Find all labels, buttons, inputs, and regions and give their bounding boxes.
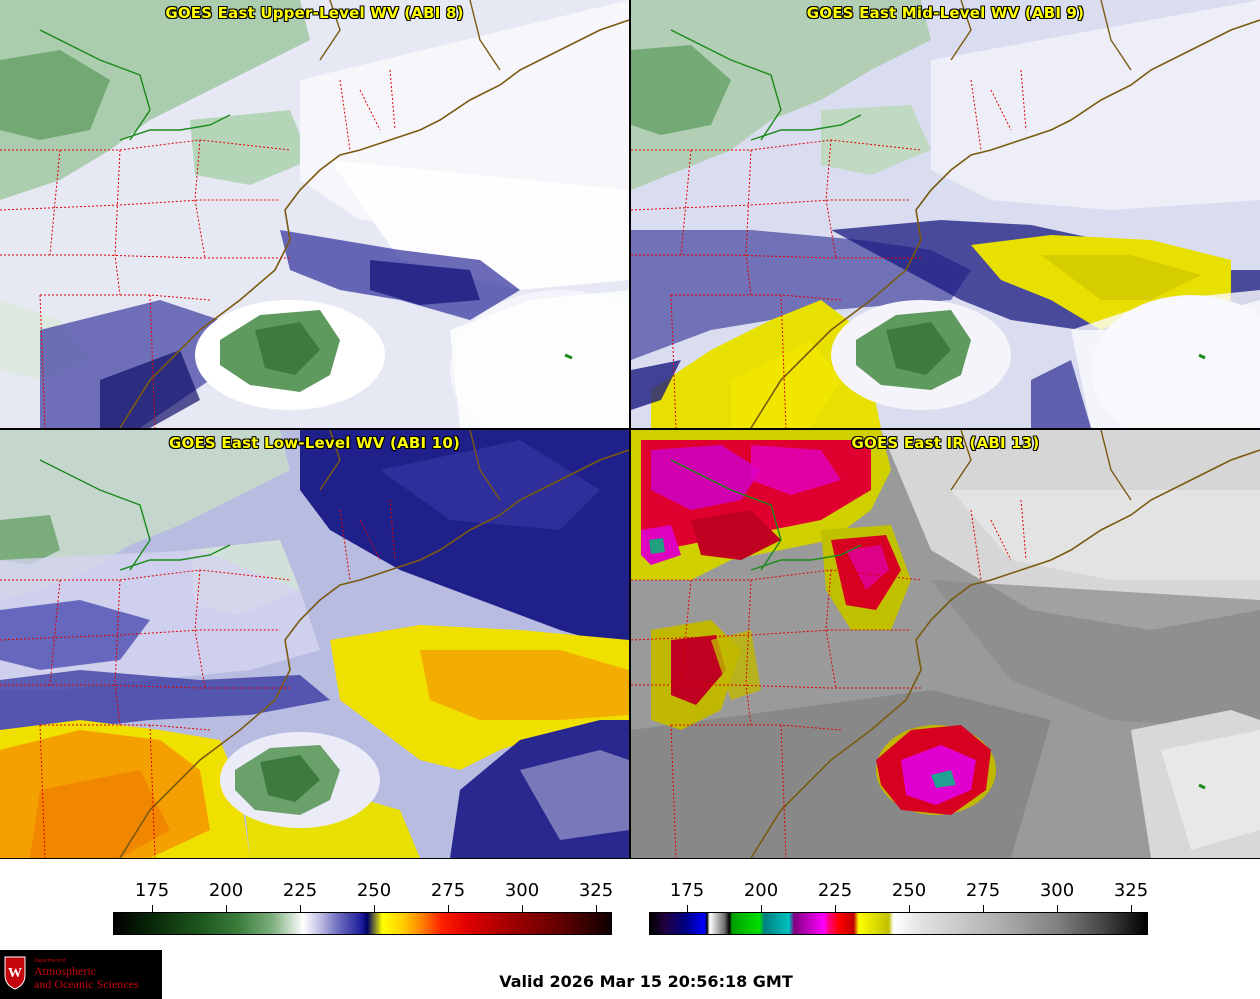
logo-line2: and Oceanic Sciences bbox=[34, 977, 139, 991]
ir-tick-label: 300 bbox=[1039, 880, 1075, 901]
ir-image bbox=[631, 430, 1260, 858]
mid-level-wv-image bbox=[631, 0, 1260, 428]
valid-time: Valid 2026 Mar 15 20:56:18 GMT bbox=[499, 972, 793, 991]
wv-tick-mark bbox=[596, 905, 597, 912]
logo-dept-text: Department of bbox=[34, 958, 66, 964]
svg-text:W: W bbox=[8, 966, 22, 981]
panel-divider-horizontal bbox=[0, 428, 1260, 430]
ir-tick-label: 250 bbox=[891, 880, 927, 901]
ir-colorbar bbox=[649, 912, 1148, 935]
ir-panel: GOES East IR (ABI 13) bbox=[631, 430, 1260, 858]
logo-line1: Atmospheric bbox=[34, 964, 96, 978]
ir-tick-mark bbox=[983, 905, 984, 912]
ir-tick-mark bbox=[1131, 905, 1132, 912]
panel-title-mid: GOES East Mid-Level WV (ABI 9) bbox=[806, 4, 1085, 22]
panel-title-ir: GOES East IR (ABI 13) bbox=[851, 434, 1040, 452]
low-level-wv-panel: GOES East Low-Level WV (ABI 10) bbox=[0, 430, 629, 858]
ir-tick-label: 200 bbox=[743, 880, 779, 901]
panel-title-upper: GOES East Upper-Level WV (ABI 8) bbox=[165, 4, 464, 22]
upper-level-wv-panel: GOES East Upper-Level WV (ABI 8) bbox=[0, 0, 629, 428]
ir-tick-label: 275 bbox=[965, 880, 1001, 901]
upper-level-wv-image bbox=[0, 0, 629, 428]
panel-title-low: GOES East Low-Level WV (ABI 10) bbox=[168, 434, 461, 452]
wv-tick-mark bbox=[448, 905, 449, 912]
low-level-wv-image bbox=[0, 430, 629, 858]
ir-tick-mark bbox=[835, 905, 836, 912]
ir-tick-mark bbox=[909, 905, 910, 912]
ir-tick-mark bbox=[1057, 905, 1058, 912]
wv-tick-label: 325 bbox=[578, 880, 614, 901]
mid-level-wv-panel: GOES East Mid-Level WV (ABI 9) bbox=[631, 0, 1260, 428]
wv-colorbar bbox=[113, 912, 612, 935]
wv-tick-label: 200 bbox=[208, 880, 244, 901]
ir-tick-mark bbox=[761, 905, 762, 912]
wv-tick-mark bbox=[522, 905, 523, 912]
panels-frame bbox=[0, 858, 1260, 859]
wv-tick-label: 275 bbox=[430, 880, 466, 901]
ir-tick-mark bbox=[687, 905, 688, 912]
wv-tick-mark bbox=[152, 905, 153, 912]
ir-tick-label: 175 bbox=[669, 880, 705, 901]
wv-tick-label: 225 bbox=[282, 880, 318, 901]
wv-tick-mark bbox=[374, 905, 375, 912]
wv-tick-mark bbox=[300, 905, 301, 912]
wv-tick-label: 250 bbox=[356, 880, 392, 901]
wv-tick-label: 300 bbox=[504, 880, 540, 901]
wv-tick-mark bbox=[226, 905, 227, 912]
ir-tick-label: 325 bbox=[1113, 880, 1149, 901]
ir-tick-label: 225 bbox=[817, 880, 853, 901]
wv-tick-label: 175 bbox=[134, 880, 170, 901]
uw-shield-icon: W bbox=[4, 956, 26, 990]
aos-logo: W Department of Atmospheric and Oceanic … bbox=[0, 950, 162, 999]
